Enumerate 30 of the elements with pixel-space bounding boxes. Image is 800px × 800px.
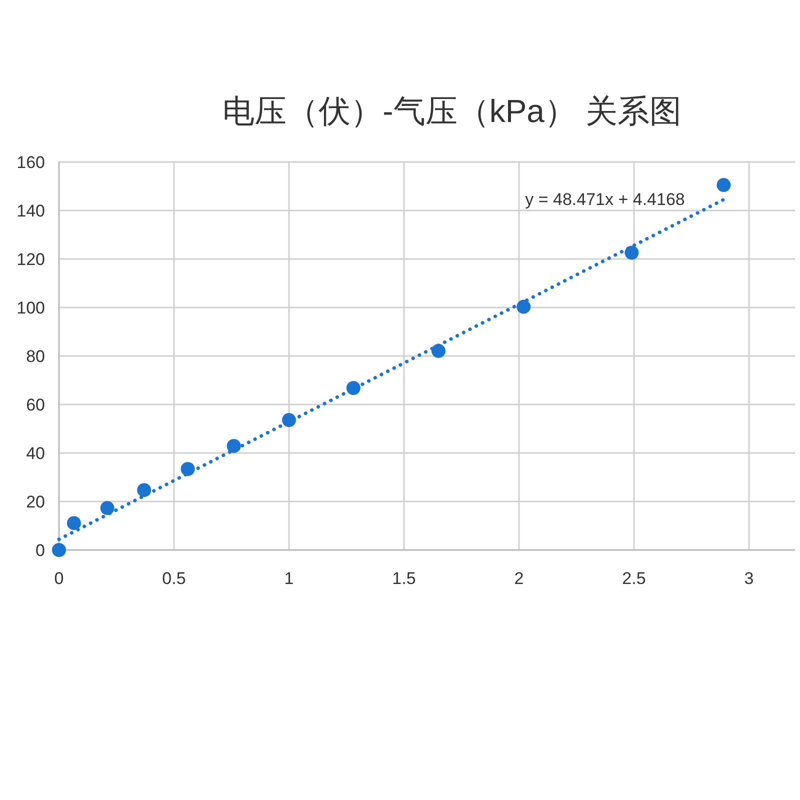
point bbox=[516, 300, 531, 314]
y-tick-label: 80 bbox=[26, 347, 45, 366]
point bbox=[180, 462, 195, 476]
point bbox=[66, 516, 81, 530]
y-tick-label: 120 bbox=[16, 250, 45, 269]
y-tick-label: 140 bbox=[16, 202, 45, 220]
point bbox=[282, 413, 296, 428]
point bbox=[346, 381, 360, 396]
y-tick-label: 100 bbox=[16, 298, 45, 318]
annotation: y = 48.471x + 4.4168 bbox=[525, 190, 685, 209]
point bbox=[226, 438, 241, 453]
y-tick-label: 40 bbox=[26, 444, 45, 463]
x-tick-label: 0 bbox=[54, 569, 64, 588]
x-tick-label: 0.5 bbox=[162, 569, 186, 588]
point bbox=[137, 483, 152, 498]
point bbox=[624, 246, 639, 260]
point bbox=[52, 543, 66, 557]
y-tick-label: 60 bbox=[26, 396, 45, 414]
y-tick-label: 0 bbox=[36, 541, 45, 560]
x-tick-label: 1 bbox=[284, 569, 294, 588]
point bbox=[716, 178, 731, 192]
point bbox=[100, 501, 114, 516]
y-tick-label: 160 bbox=[16, 153, 45, 172]
x-tick-label: 2.5 bbox=[622, 569, 646, 588]
point bbox=[432, 344, 446, 358]
chart-title: 电压（伏）-气压（kPa） 关系图 bbox=[222, 93, 682, 129]
x-tick-label: 1.5 bbox=[392, 569, 416, 588]
y-tick-label: 20 bbox=[26, 492, 45, 512]
x-tick-label: 3 bbox=[744, 569, 754, 588]
x-tick-label: 2 bbox=[514, 569, 524, 588]
